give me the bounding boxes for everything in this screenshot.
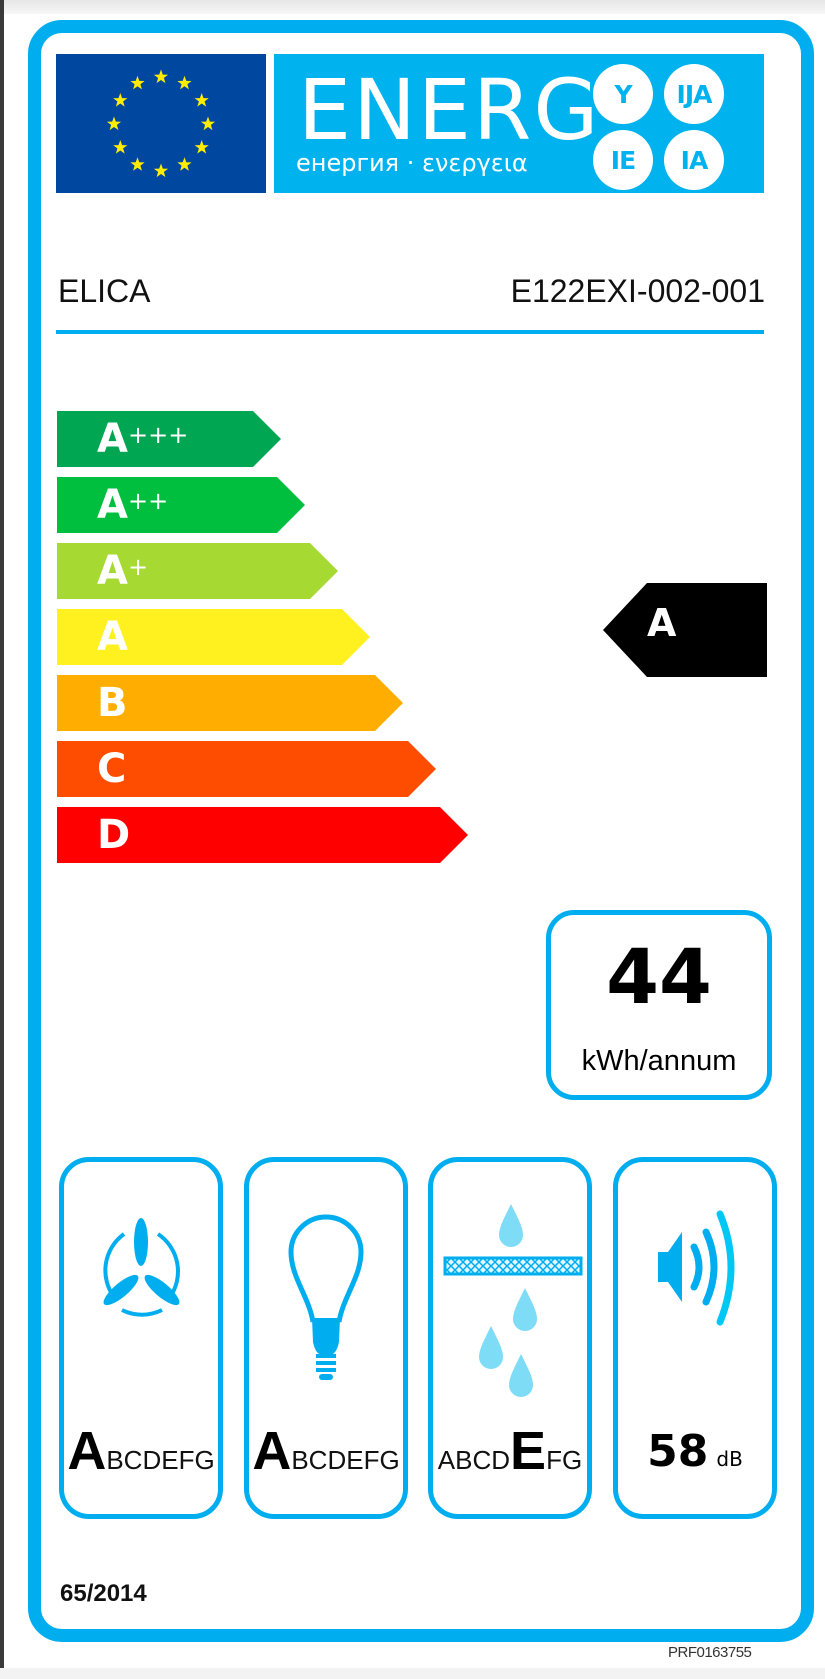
language-suffix: IJA <box>664 64 724 124</box>
efficiency-class-bar: A+++ <box>57 411 281 467</box>
grease-filtering-efficiency-box: ABCDEFG <box>428 1157 592 1519</box>
page-top-strip <box>0 0 825 14</box>
eu-star-icon <box>130 75 145 90</box>
eu-star-icon <box>153 163 169 178</box>
efficiency-class-label: B <box>97 680 128 726</box>
model-identifier: E122EXI-002-001 <box>510 273 765 309</box>
energy-title: ENERG <box>298 61 601 159</box>
efficiency-class-bar: A <box>57 609 370 665</box>
eu-star-icon <box>130 157 145 171</box>
other-classes: ABCD <box>437 1445 511 1475</box>
language-suffix: Y <box>593 64 653 124</box>
efficiency-class-label: A++ <box>97 482 169 528</box>
efficiency-class-label: C <box>97 746 127 792</box>
noise-db-value: 58 <box>647 1426 709 1477</box>
noise-unit: dB <box>716 1447 743 1471</box>
fan-icon <box>103 1218 180 1317</box>
indicator-arrow <box>603 583 767 677</box>
supplier-brand: ELICA <box>58 273 151 309</box>
efficiency-class-bar: A+ <box>57 543 338 599</box>
eu-star-icon <box>200 116 216 131</box>
viewer-left-edge <box>0 0 4 1679</box>
grease-filtering-class-scale: ABCDEFG <box>433 1420 587 1482</box>
eu-star-icon <box>153 69 169 84</box>
fluid-dynamic-efficiency-box: ABCDEFG <box>59 1157 223 1519</box>
product-code: PRF0163755 <box>668 1644 752 1661</box>
eu-star-icon <box>194 93 209 107</box>
selected-class: A <box>252 1421 292 1481</box>
lighting-efficiency-box: ABCDEFG <box>244 1157 408 1519</box>
selected-class-label: A <box>647 601 677 645</box>
efficiency-class-bar: B <box>57 675 403 731</box>
efficiency-class-bar: D <box>57 807 468 863</box>
efficiency-class-label: A+ <box>97 548 149 594</box>
consumption-value: 44 <box>606 932 712 1021</box>
selected-class: A <box>67 1421 107 1481</box>
header-divider <box>56 330 764 334</box>
efficiency-class-bar: A++ <box>57 477 305 533</box>
noise-level-box: 58 dB <box>613 1157 777 1519</box>
efficiency-class-label: A+++ <box>97 416 189 462</box>
page-bottom-strip <box>0 1668 825 1679</box>
eu-star-icon <box>194 140 209 154</box>
lighting-class-scale: ABCDEFG <box>249 1420 403 1482</box>
eu-flag-icon <box>56 54 266 193</box>
light-bulb-icon <box>288 1214 364 1380</box>
efficiency-class-bar: C <box>57 741 436 797</box>
selected-class: E <box>510 1421 547 1481</box>
eu-star-icon <box>113 140 128 154</box>
grease-filter-icon <box>443 1204 583 1397</box>
selected-class-indicator: A <box>603 583 767 677</box>
language-suffix: IE <box>593 130 653 190</box>
efficiency-class-label: A <box>97 614 128 660</box>
eu-star-icon <box>106 116 122 131</box>
regulation-number: 65/2014 <box>60 1580 147 1607</box>
energy-banner: ENERG енергия · ενεργεια Y IJA IE IA <box>274 54 764 193</box>
fluid-dynamic-class-scale: ABCDEFG <box>64 1420 218 1482</box>
noise-value: 58 dB <box>618 1426 772 1477</box>
other-classes: BCDEFG <box>106 1445 215 1475</box>
other-classes: BCDEFG <box>291 1445 400 1475</box>
speaker-noise-icon <box>658 1210 735 1326</box>
eu-star-icon <box>177 75 192 90</box>
eu-star-icon <box>113 93 128 107</box>
consumption-unit: kWh/annum <box>581 1045 737 1077</box>
language-suffix: IA <box>664 130 724 190</box>
efficiency-class-label: D <box>97 812 131 858</box>
other-classes: FG <box>546 1445 583 1475</box>
eu-star-icon <box>177 157 192 171</box>
energy-consumption-box: 44 kWh/annum <box>546 910 772 1100</box>
energy-subtitle: енергия · ενεργεια <box>296 149 528 177</box>
